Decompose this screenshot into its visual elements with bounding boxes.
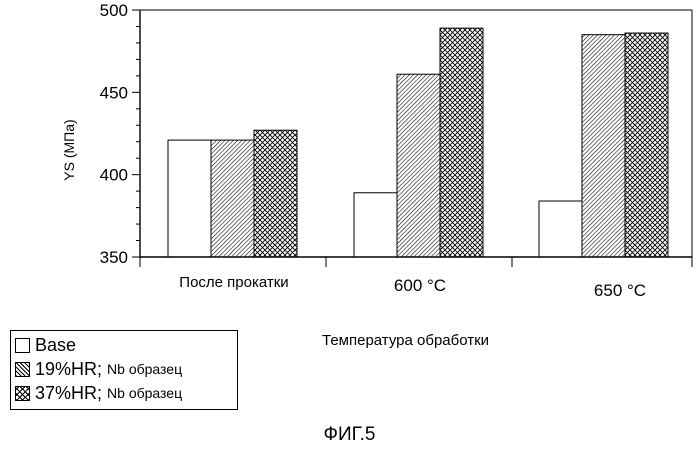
- legend-label-suffix: Nb образец: [107, 361, 182, 377]
- bar-chart: YS (МПа) 350 400 450 500 После прокатки 600 °…: [0, 0, 699, 330]
- legend-label: 37%HR;: [35, 383, 102, 404]
- bar: [440, 28, 483, 257]
- bar: [354, 193, 397, 257]
- legend-label: 19%HR;: [35, 359, 102, 380]
- y-tick-label: 350: [100, 248, 128, 267]
- bar: [397, 74, 440, 257]
- legend-label-suffix: Nb образец: [107, 385, 182, 401]
- bar: [625, 33, 668, 257]
- legend-item-19hr: 19%HR; Nb образец: [15, 357, 233, 381]
- y-axis-title: YS (МПа): [61, 119, 77, 180]
- legend: Base 19%HR; Nb образец 37%HR; Nb образец: [10, 330, 238, 410]
- x-tick-label: 650 °C: [594, 281, 646, 300]
- legend-swatch-blank: [15, 338, 30, 353]
- y-tick-label: 450: [100, 83, 128, 102]
- bar: [211, 140, 254, 257]
- y-tick-label: 500: [100, 1, 128, 20]
- x-tick-label: После прокатки: [179, 274, 288, 291]
- figure-caption: ФИГ.5: [0, 424, 699, 446]
- bar: [168, 140, 211, 257]
- legend-swatch-crosshatch: [15, 386, 30, 401]
- legend-item-base: Base: [15, 333, 233, 357]
- y-tick-label: 400: [100, 166, 128, 185]
- bar: [539, 201, 582, 257]
- x-axis-title: Температура обработки: [322, 332, 489, 349]
- legend-swatch-hatch: [15, 362, 30, 377]
- bar: [582, 35, 625, 257]
- legend-label: Base: [35, 335, 76, 356]
- legend-item-37hr: 37%HR; Nb образец: [15, 381, 233, 405]
- x-tick-label: 600 °C: [394, 276, 446, 295]
- bar: [254, 130, 297, 257]
